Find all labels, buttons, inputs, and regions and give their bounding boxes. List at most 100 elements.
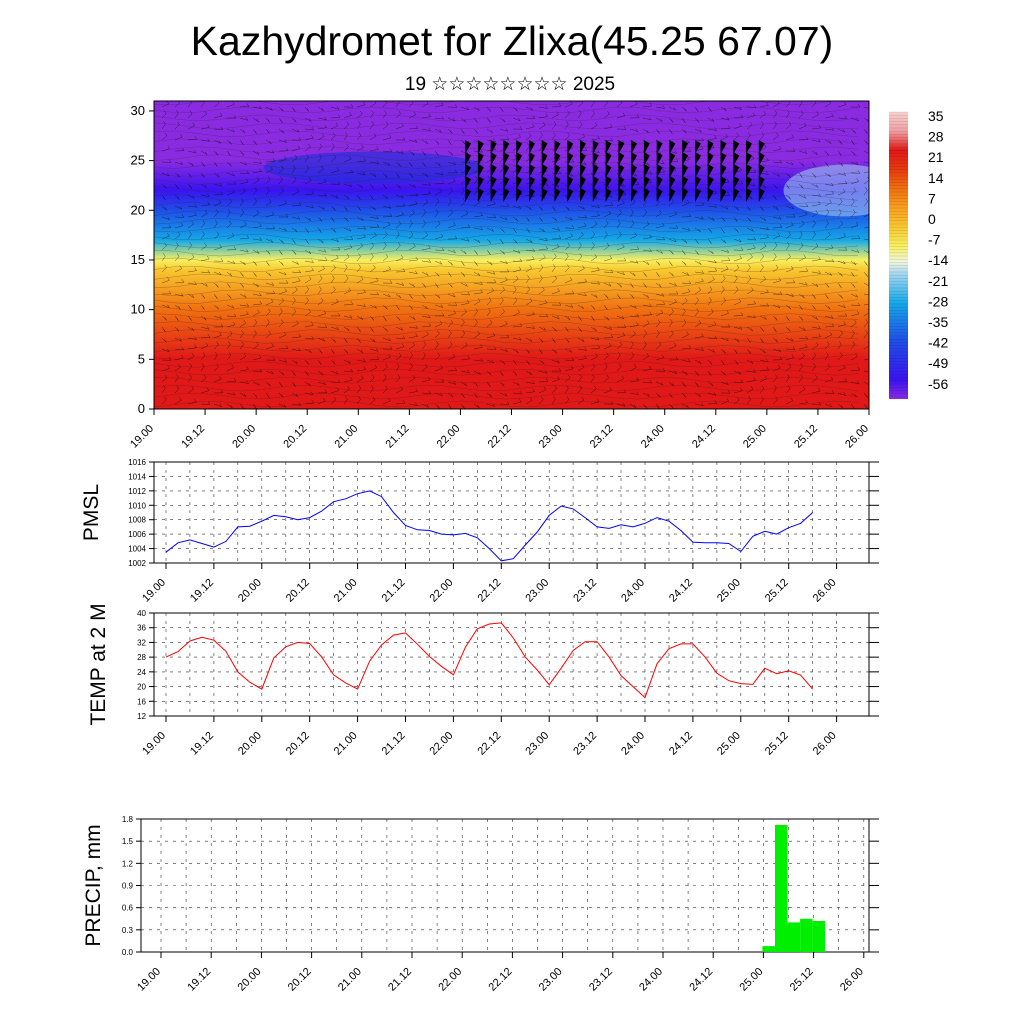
x-tick-label: 25.00 <box>715 577 743 605</box>
strong-wind-barb <box>695 163 701 179</box>
strong-wind-barb <box>567 151 574 167</box>
x-tick-label: 19.00 <box>128 423 156 451</box>
x-tick-label: 19.12 <box>188 730 216 758</box>
x-tick-label: 20.12 <box>284 577 312 605</box>
strong-wind-barb <box>477 163 484 179</box>
strong-wind-barb <box>707 139 714 155</box>
x-tick-label: 23.00 <box>523 577 551 605</box>
strong-wind-barb <box>516 187 523 202</box>
strong-wind-barb <box>758 139 765 155</box>
colorbar-label: -7 <box>928 232 941 248</box>
x-tick-label: 26.00 <box>811 730 839 758</box>
strong-wind-barb <box>656 151 663 167</box>
strong-wind-barb <box>516 139 523 155</box>
strong-wind-barb <box>580 139 586 155</box>
precip-bar <box>787 922 800 952</box>
strong-wind-barb <box>643 163 650 179</box>
x-tick-label: 22.00 <box>428 577 456 605</box>
y-tick-label: 16 <box>137 697 146 706</box>
grid-lines <box>154 461 869 564</box>
x-tick-label: 22.00 <box>428 730 456 758</box>
x-tick-label: 20.00 <box>230 423 258 451</box>
x-tick-label: 21.12 <box>384 423 412 451</box>
x-tick-label: 22.12 <box>486 423 514 451</box>
strong-wind-barb <box>465 163 472 179</box>
cross-section-panel: 0 5 10 15 20 25 30 19.00 19.12 20.00 20.12 21.00 21.… <box>128 100 871 451</box>
x-tick-label: 24.12 <box>667 577 695 605</box>
strong-wind-barb <box>631 175 638 190</box>
x-tick-label: 25.12 <box>763 577 791 605</box>
strong-wind-barb <box>758 163 765 179</box>
temp-series-line <box>165 622 813 699</box>
colorbar-label: -21 <box>928 273 948 289</box>
strong-wind-barb <box>669 187 676 202</box>
plot-frame <box>153 612 870 717</box>
x-tick-label: 23.12 <box>571 730 599 758</box>
x-tick-label: 23.00 <box>537 423 565 451</box>
strong-wind-barb <box>720 151 727 167</box>
x-tick-label: 20.12 <box>286 966 314 994</box>
strong-wind-barb <box>682 175 689 190</box>
colorbar-label: 7 <box>928 190 936 206</box>
strong-wind-barb <box>758 187 765 202</box>
y-tick-label: 1002 <box>128 559 146 568</box>
strong-wind-barb <box>592 163 599 179</box>
strong-wind-barb <box>695 175 701 190</box>
strong-wind-barb <box>746 151 752 167</box>
strong-wind-barb <box>746 187 752 202</box>
grid-lines <box>154 612 869 717</box>
strong-wind-barb <box>656 139 663 155</box>
plot-frame <box>153 461 870 564</box>
x-tick-label: 21.12 <box>386 966 414 994</box>
x-tick-label: 24.12 <box>667 730 695 758</box>
strong-wind-barb <box>490 175 497 190</box>
x-tick-label: 24.12 <box>690 423 718 451</box>
x-tick-label: 22.00 <box>435 423 463 451</box>
strong-wind-barb <box>567 187 574 202</box>
cross-section-field <box>154 101 869 409</box>
x-tick-label: 23.00 <box>523 730 551 758</box>
strong-wind-barb <box>707 151 714 167</box>
strong-wind-barb <box>695 139 701 155</box>
strong-wind-barb <box>580 163 586 179</box>
precip-bar <box>775 824 788 952</box>
strong-wind-barb <box>746 163 752 179</box>
colorbar-label: -56 <box>928 376 948 392</box>
x-tick-label: 19.00 <box>140 730 168 758</box>
x-tick-label: 20.00 <box>236 966 264 994</box>
strong-wind-barb <box>618 175 625 190</box>
strong-wind-barb <box>477 187 484 202</box>
colorbar-label: -49 <box>928 355 948 371</box>
strong-wind-barb <box>516 175 523 190</box>
strong-wind-barb <box>669 163 676 179</box>
x-tick-label: 21.00 <box>336 966 364 994</box>
strong-wind-barb <box>503 151 510 167</box>
y-tick-label: 1016 <box>128 458 146 467</box>
strong-wind-barb <box>529 163 535 179</box>
x-tick-label: 25.00 <box>715 730 743 758</box>
strong-wind-barb <box>554 187 561 202</box>
strong-wind-barb <box>733 139 740 155</box>
x-tick-label: 26.00 <box>843 423 871 451</box>
y-tick-label: 1014 <box>128 472 146 481</box>
x-tick-label: 23.12 <box>587 966 615 994</box>
x-tick-label: 24.00 <box>619 730 647 758</box>
y-tick-label: 1004 <box>128 545 146 554</box>
strong-wind-barb <box>656 175 663 190</box>
strong-wind-barb <box>656 187 663 202</box>
wind-barbs <box>161 101 869 409</box>
strong-wind-barb <box>605 163 612 179</box>
strong-wind-barb <box>580 151 586 167</box>
strong-wind-barb <box>733 175 740 190</box>
strong-wind-barb <box>618 151 625 167</box>
x-tick-label: 26.00 <box>838 966 866 994</box>
x-tick-label: 22.00 <box>436 966 464 994</box>
strong-wind-barb <box>529 187 535 202</box>
strong-wind-barb <box>592 187 599 202</box>
strong-wind-barb <box>503 175 510 190</box>
y-tick-label: 20 <box>131 202 145 217</box>
pmsl-panel: 1002 1004 1006 1008 1010 1012 1014 1016 PMSL 19.0… <box>80 458 879 605</box>
colorbar-label: 14 <box>928 170 944 186</box>
x-tick-label: 24.00 <box>637 966 665 994</box>
